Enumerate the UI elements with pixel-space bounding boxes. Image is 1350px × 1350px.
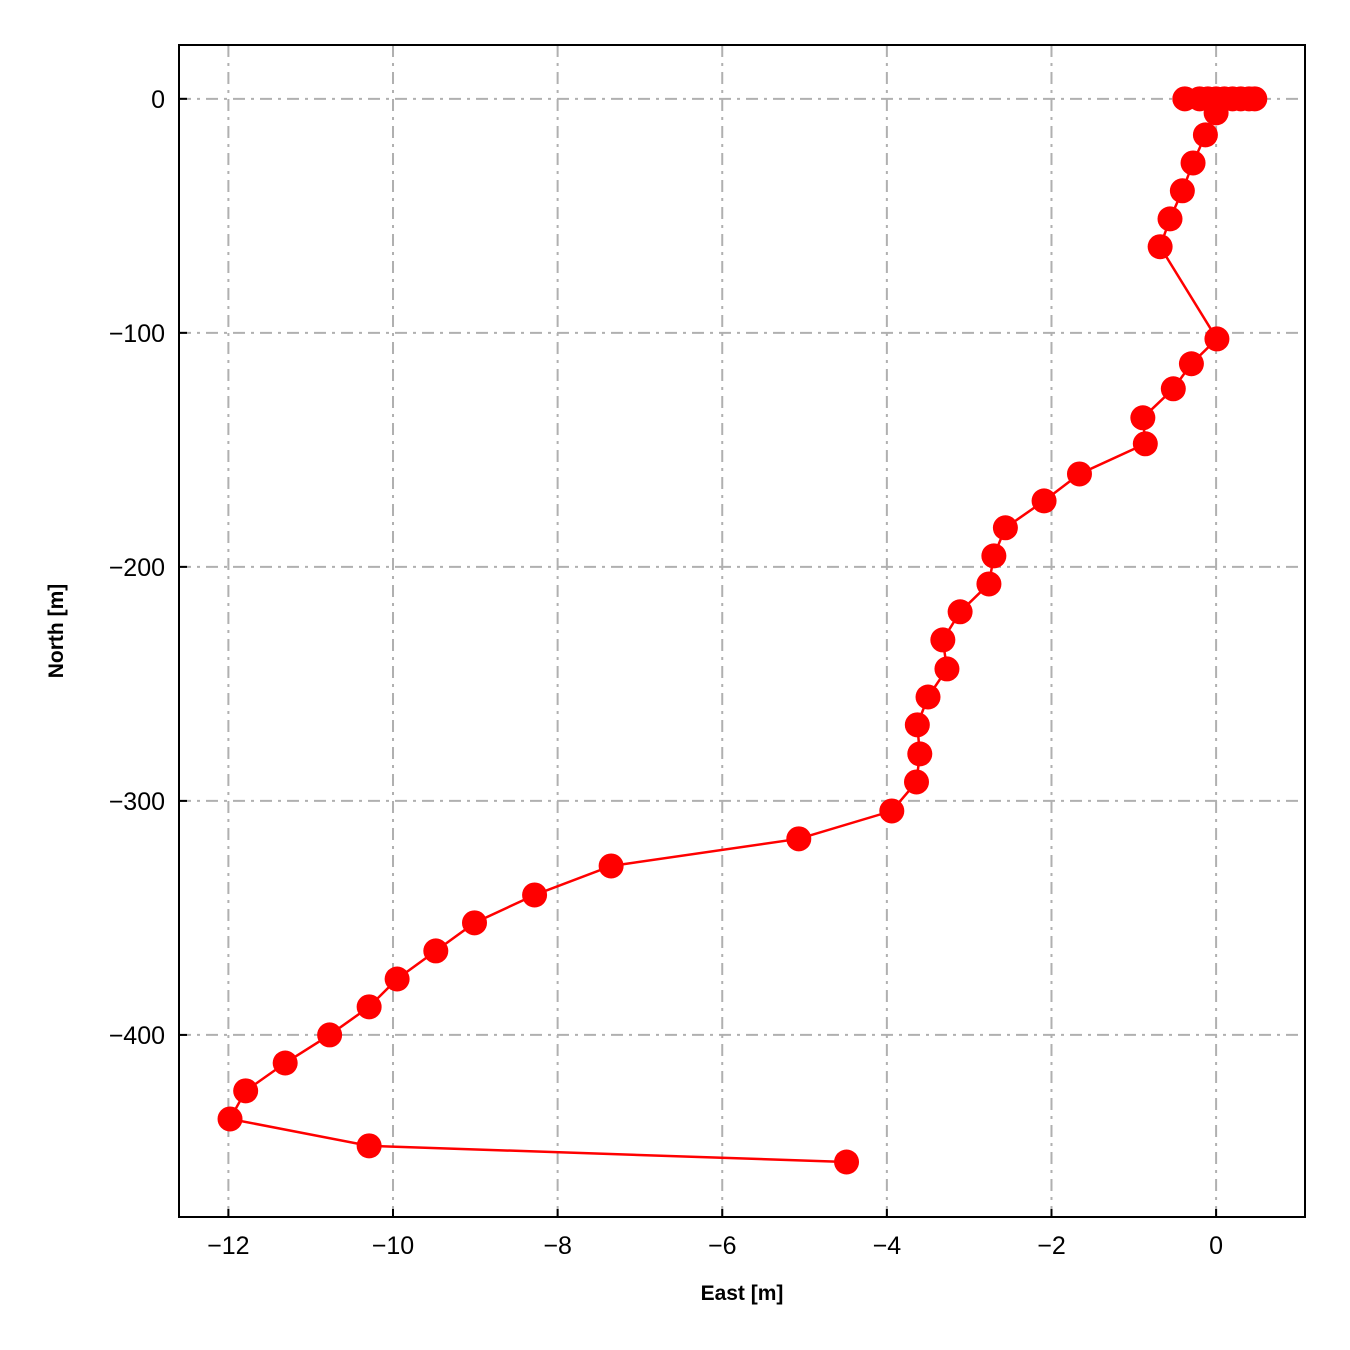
data-point — [934, 656, 960, 682]
data-point — [233, 1078, 259, 1104]
data-point — [1160, 376, 1186, 402]
data-point — [1157, 206, 1183, 232]
data-point — [217, 1106, 243, 1132]
series-line — [228, 97, 1255, 1164]
data-point — [522, 882, 548, 908]
data-point — [903, 769, 929, 795]
data-point — [272, 1050, 298, 1076]
data-point — [423, 938, 449, 964]
y-tick-label: 0 — [151, 86, 165, 114]
x-tick-label: −6 — [708, 1232, 737, 1260]
data-point — [1172, 86, 1198, 112]
y-tick-label: −100 — [109, 320, 165, 348]
data-point — [598, 853, 624, 879]
data-point — [992, 515, 1018, 541]
data-point — [1169, 178, 1195, 204]
x-axis-label: East [m] — [701, 1282, 784, 1305]
data-point — [1203, 100, 1229, 126]
data-point — [879, 798, 905, 824]
x-tick-label: −4 — [873, 1232, 902, 1260]
data-point — [786, 826, 812, 852]
data-point — [915, 684, 941, 710]
axes-frame — [178, 44, 1306, 1218]
data-point — [1031, 488, 1057, 514]
data-point — [981, 543, 1007, 569]
data-point — [384, 966, 410, 992]
y-tick-label: −400 — [109, 1022, 165, 1050]
x-tick-label: −2 — [1037, 1232, 1066, 1260]
data-point — [834, 1149, 860, 1175]
data-point — [904, 712, 930, 738]
x-tick-label: −10 — [372, 1232, 414, 1260]
data-point — [317, 1022, 343, 1048]
ticks: −12 −10 −8 −6 −4 −2 00−100−200−300−400 — [109, 86, 1223, 1260]
data-point — [356, 994, 382, 1020]
data-point — [356, 1133, 382, 1159]
data-point — [1132, 431, 1158, 457]
x-tick-label: 0 — [1209, 1232, 1223, 1260]
data-point — [1178, 351, 1204, 377]
data-point — [907, 741, 933, 767]
data-point — [1066, 461, 1092, 487]
data-point — [461, 910, 487, 936]
series-trajectory — [217, 86, 1268, 1175]
data-point — [1192, 122, 1218, 148]
y-tick-label: −300 — [109, 788, 165, 816]
data-point — [976, 571, 1002, 597]
data-point — [1204, 326, 1230, 352]
y-axis-label: North [m] — [45, 584, 68, 678]
data-point — [1130, 405, 1156, 431]
grid — [179, 45, 1305, 1217]
data-point — [1180, 150, 1206, 176]
data-point — [1147, 234, 1173, 260]
x-tick-label: −8 — [543, 1232, 572, 1260]
y-tick-label: −200 — [109, 554, 165, 582]
data-point — [930, 627, 956, 653]
x-tick-label: −12 — [207, 1232, 249, 1260]
data-point — [947, 599, 973, 625]
